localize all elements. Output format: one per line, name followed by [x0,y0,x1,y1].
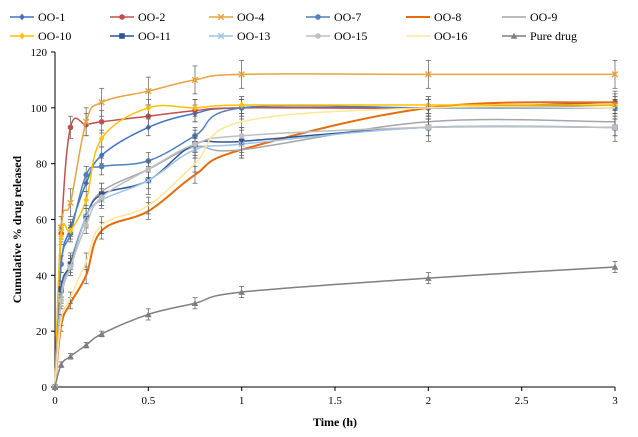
data-point [192,141,198,147]
x-axis-title: Time (h) [313,415,357,429]
series-layer [51,60,619,391]
y-tick-label: 100 [31,103,48,115]
legend-marker [19,32,25,40]
series-pure-drug [51,261,619,390]
legend-label: Pure drug [530,29,577,43]
data-point [98,118,105,125]
data-point [83,196,89,204]
legend-label: OO-16 [434,29,467,43]
data-point [98,330,105,337]
legend-item: OO-11 [110,29,171,43]
data-point [425,124,432,131]
data-point [58,232,64,240]
x-tick-label: 3 [612,395,618,407]
legend-marker [217,13,225,21]
series-line [54,105,616,388]
y-tick-label: 80 [36,159,48,171]
data-point [83,172,89,178]
data-point [82,341,90,348]
legend-item: OO-1 [10,10,65,24]
legend-item: OO-13 [209,29,270,43]
legend-label: OO-1 [38,10,65,24]
data-point [611,263,619,270]
legend-label: OO-13 [237,29,270,43]
data-point [98,151,105,159]
legend-label: OO-9 [530,10,557,24]
data-point [145,104,152,112]
data-point [98,194,105,200]
data-point [425,71,432,78]
series-line [54,104,615,388]
legend-marker [315,14,321,20]
data-point [67,227,74,235]
data-point [238,288,245,295]
legend-item: Pure drug [502,29,577,43]
data-point [191,76,199,84]
x-tick-label: 1.5 [328,395,342,407]
legend-item: OO-2 [110,10,165,24]
data-point [191,299,199,307]
x-tick-label: 1 [239,395,245,407]
data-point [57,361,65,368]
legend-item: OO-4 [209,10,264,24]
legend-label: OO-2 [138,10,165,24]
legend-label: OO-10 [38,29,71,43]
legend: OO-1 OO-2 OO-4 OO-7 OO-8 OO-9 OO-10 OO-11 OO-13 O… [10,10,577,43]
data-point [145,87,152,95]
data-point [67,352,74,360]
data-point [58,297,64,304]
legend-label: OO-8 [434,10,461,24]
y-axis-title: Cumulative % drug released [10,155,24,303]
legend-marker [19,13,25,21]
legend-marker [119,33,125,39]
data-point [192,104,198,112]
data-point [612,124,618,131]
series-oo-16 [54,99,618,388]
data-point [238,132,245,139]
data-point [611,71,619,78]
legend-item: OO-8 [406,10,461,24]
data-point [98,98,105,106]
data-point [82,118,90,126]
legend-marker [217,32,225,40]
x-tick-label: 0.5 [141,395,155,407]
legend-marker [510,32,518,39]
series-line [54,73,615,388]
data-point [145,311,152,318]
data-point [98,135,105,142]
data-point [238,101,245,109]
data-point [67,199,74,207]
x-tick-label: 2 [426,395,432,407]
x-tick-label: 2.5 [515,395,529,407]
data-point [67,264,74,270]
data-point [67,124,74,131]
data-point [51,383,59,390]
axis-ticks: 0 20 40 60 80 100 120 0 0.5 1 1.5 2 2.5 3 [31,47,619,407]
y-tick-label: 60 [36,215,48,227]
y-tick-label: 40 [36,270,48,282]
x-tick-label: 0 [52,395,58,407]
legend-label: OO-7 [334,10,361,24]
legend-label: OO-11 [138,29,171,43]
y-tick-label: 20 [36,326,48,338]
legend-item: OO-7 [306,10,361,24]
data-point [83,222,89,228]
legend-item: OO-16 [406,29,467,43]
y-tick-label: 0 [42,382,48,394]
legend-marker [119,14,125,20]
legend-marker [315,33,321,39]
data-point [238,71,245,78]
legend-label: OO-15 [334,29,367,43]
data-point [145,177,152,184]
legend-item: OO-10 [10,29,71,43]
legend-item: OO-9 [502,10,557,24]
legend-item: OO-15 [306,29,367,43]
data-point [425,274,432,281]
data-point [145,166,152,173]
legend-label: OO-4 [237,10,264,24]
data-point [98,163,105,170]
y-tick-label: 120 [31,47,48,59]
